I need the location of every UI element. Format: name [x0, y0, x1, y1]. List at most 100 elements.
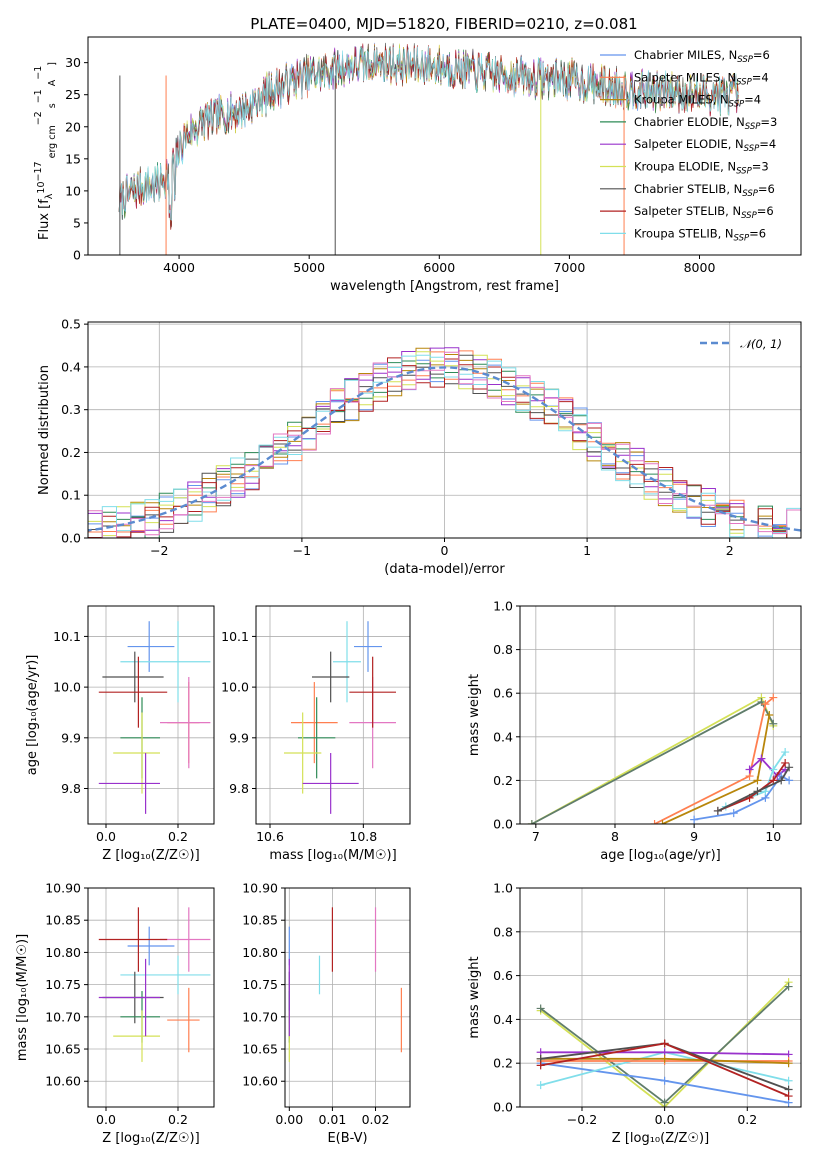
weight-marker: [785, 763, 794, 772]
y-tick-label: 0.2: [493, 773, 513, 788]
legend-entry: Chabrier MILES, NSSP=6: [634, 48, 770, 65]
weight-line: [717, 766, 790, 812]
weight-marker: [690, 815, 699, 824]
weight-vs-Z-axes: −0.2 0.0 0.2 0.0 0.2 0.4 0.6 0.8 1.0 Z [log₁₀(Z/Z…: [467, 881, 802, 1146]
x-tick-label: 6000: [423, 260, 455, 275]
y-tick-label: 30: [65, 55, 81, 70]
x-tick-label: 0.01: [318, 1112, 346, 1127]
age-vs-mass-axes: 10.6 10.8 9.8 9.9 10.0 10.1 mass [log₁₀(M/M☉)]: [221, 605, 411, 863]
weight-marker: [729, 809, 738, 818]
y-tick-label: 10.90: [242, 881, 278, 896]
legend-entry: 𝒩(0, 1): [740, 337, 782, 351]
weight-line: [540, 981, 790, 1107]
y-tick-label: 0.4: [493, 729, 513, 744]
residuals-plot-area: [88, 347, 801, 538]
x-tick-label: 8: [611, 829, 619, 844]
y-tick-label: 10.1: [221, 629, 249, 644]
y-tick-label: 0.4: [493, 1012, 513, 1027]
y-tick-label: 0.6: [493, 968, 513, 983]
y-tick-label: 0.4: [61, 359, 81, 374]
weight-marker: [777, 776, 786, 785]
y-axis-label: mass [log₁₀(M/M☉)]: [15, 934, 30, 1061]
y-tick-label: 9.8: [61, 781, 81, 796]
y-tick-label: 0.0: [61, 531, 81, 546]
x-axis-label: Z [log₁₀(Z/Z☉)]: [102, 1131, 199, 1146]
weight-marker: [757, 754, 766, 763]
weight-line: [654, 696, 774, 824]
weight-marker: [785, 776, 794, 785]
y-axis-label: age [log₁₀(age/yr)]: [25, 655, 40, 776]
weight-marker: [781, 758, 790, 767]
y-tick-label: 10.70: [45, 1009, 81, 1024]
weight-marker: [753, 776, 762, 785]
x-tick-label: 1: [583, 543, 591, 558]
legend-entry: Salpeter ELODIE, NSSP=4: [634, 137, 776, 154]
y-tick-label: 20: [65, 119, 81, 134]
y-tick-label: 10.65: [45, 1042, 81, 1057]
axes-frame: [255, 605, 411, 825]
y-tick-label: 0.8: [493, 924, 513, 939]
x-tick-label: 0.2: [168, 829, 188, 844]
x-tick-label: −1: [293, 543, 311, 558]
x-tick-label: 0.0: [96, 1112, 116, 1127]
weight-marker: [781, 748, 790, 757]
x-tick-label: 0.0: [96, 829, 116, 844]
y-tick-label: 9.9: [61, 730, 81, 745]
y-tick-label: 10.0: [221, 680, 249, 695]
y-tick-label: 10.80: [242, 945, 278, 960]
x-tick-label: 10.6: [256, 829, 284, 844]
y-axis-label: Flux [fλ10−17 erg cm−2 s−1 A−1]: [33, 62, 58, 240]
age-vs-Z-axes: 0.0 0.2 9.8 9.9 10.0 10.1 Z [log₁₀(Z/Z☉)] age […: [25, 605, 215, 863]
weight-marker: [784, 982, 793, 991]
weight-marker: [784, 1092, 793, 1101]
x-tick-label: 7: [532, 829, 540, 844]
legend-entry: Kroupa MILES, NSSP=4: [634, 93, 761, 110]
x-axis-label: Z [log₁₀(Z/Z☉)]: [612, 1131, 709, 1146]
age-vs-mass-plot-area: [284, 621, 396, 814]
mass-vs-Z-plot-area: [98, 907, 211, 1062]
y-tick-label: 10: [65, 183, 81, 198]
weight-marker: [753, 787, 762, 796]
legend-entry: Chabrier ELODIE, NSSP=3: [634, 115, 777, 132]
y-tick-label: 10.60: [242, 1074, 278, 1089]
weight-marker: [660, 1098, 669, 1107]
y-tick-label: 0.8: [493, 642, 513, 657]
x-tick-label: 0: [441, 543, 449, 558]
x-tick-label: 5000: [293, 260, 325, 275]
axes-frame: [87, 36, 802, 256]
x-tick-label: 0.02: [362, 1112, 390, 1127]
mass-vs-ebv-plot-area: [288, 907, 402, 1062]
axes-frame: [87, 887, 215, 1108]
weight-marker: [761, 700, 770, 709]
y-tick-label: 0.2: [61, 445, 81, 460]
y-tick-label: 10.70: [242, 1009, 278, 1024]
y-tick-label: 0.0: [493, 817, 513, 832]
y-tick-label: 5: [73, 215, 81, 230]
y-tick-label: 0: [73, 248, 81, 263]
y-tick-label: 10.75: [242, 977, 278, 992]
y-tick-label: 9.9: [229, 730, 249, 745]
x-tick-label: 0.0: [655, 1112, 675, 1127]
legend-entry: Kroupa ELODIE, NSSP=3: [634, 160, 769, 177]
spectrum-line: [118, 46, 739, 221]
y-axis-label: Normed distribution: [37, 365, 52, 495]
x-axis-label: Z [log₁₀(Z/Z☉)]: [102, 848, 199, 863]
y-tick-label: 15: [65, 151, 81, 166]
x-tick-label: 8000: [684, 260, 716, 275]
spectrum-title: PLATE=0400, MJD=51820, FIBERID=0210, z=0…: [250, 15, 637, 33]
x-tick-label: 4000: [163, 260, 195, 275]
spectrum-axes: 4000 5000 6000 7000 8000 0 5 10 15 20 25 30 waveleng…: [33, 36, 802, 294]
histogram-step: [88, 351, 801, 538]
weight-marker: [745, 765, 754, 774]
x-axis-label: E(B-V): [327, 1131, 367, 1146]
y-tick-label: 25: [65, 87, 81, 102]
y-tick-label: 10.1: [53, 629, 81, 644]
y-tick-label: 0.1: [61, 488, 81, 503]
x-axis-label: age [log₁₀(age/yr)]: [600, 848, 721, 863]
y-tick-label: 0.5: [61, 317, 81, 332]
y-tick-label: 10.0: [53, 680, 81, 695]
y-tick-label: 10.65: [242, 1042, 278, 1057]
axes-frame: [284, 887, 411, 1108]
weight-marker: [527, 820, 536, 824]
